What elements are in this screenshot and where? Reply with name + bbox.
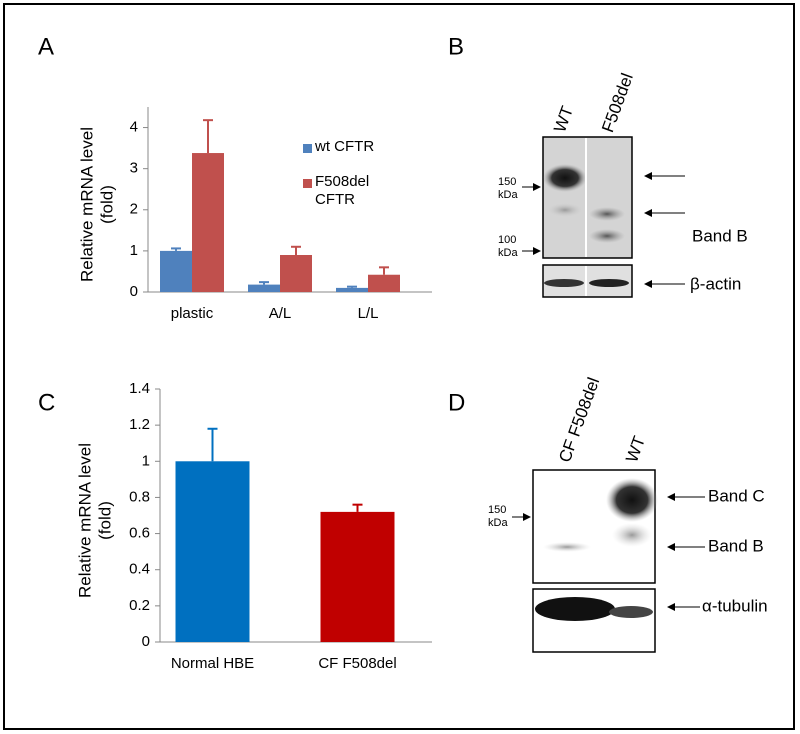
error-bar xyxy=(379,266,389,275)
bar xyxy=(192,153,224,292)
marker-label: 150 xyxy=(488,504,506,516)
error-bar xyxy=(203,119,213,154)
band-label: Band B xyxy=(708,536,764,555)
bar xyxy=(280,255,312,292)
y-tick-label: 0 xyxy=(142,633,150,650)
bar xyxy=(160,250,192,292)
legend-swatch xyxy=(303,179,312,188)
y-tick-label: 1 xyxy=(130,242,138,259)
legend-label: F508del CFTR xyxy=(315,173,370,208)
y-axis-label: (fold) xyxy=(95,501,114,540)
y-tick-label: 0.2 xyxy=(129,597,150,614)
error-bar xyxy=(207,427,218,462)
y-axis-label: Relative mRNA level xyxy=(75,443,94,598)
y-axis-label: Relative mRNA level xyxy=(77,127,96,282)
error-bar xyxy=(352,503,363,512)
lane-label: CF F508del xyxy=(555,375,603,465)
lane-label: WT xyxy=(622,434,649,465)
y-tick-label: 0.6 xyxy=(129,525,150,542)
panel-letter: B xyxy=(448,33,464,60)
band-label: Band B xyxy=(692,226,748,245)
bar xyxy=(248,284,280,292)
error-bar xyxy=(291,245,301,255)
legend-swatch xyxy=(303,144,312,153)
y-tick-label: 1.4 xyxy=(129,380,150,397)
y-tick-label: 1.2 xyxy=(129,416,150,433)
lane-label: WT xyxy=(550,104,577,135)
x-tick-label: Normal HBE xyxy=(171,655,254,672)
y-tick-label: 0 xyxy=(130,283,138,300)
bar xyxy=(320,511,395,642)
bar xyxy=(336,287,368,292)
x-tick-label: CF F508del xyxy=(318,655,396,672)
y-tick-label: 0.8 xyxy=(129,488,150,505)
y-tick-label: 2 xyxy=(130,201,138,218)
panel-letter: D xyxy=(448,389,465,416)
band-label: β-actin xyxy=(690,274,741,293)
x-tick-label: A/L xyxy=(269,305,292,322)
legend-entry: F508del CFTR xyxy=(315,173,370,208)
y-axis-label: (fold) xyxy=(97,185,116,224)
error-bar xyxy=(347,285,357,288)
y-tick-label: 0.4 xyxy=(129,561,150,578)
y-tick-label: 1 xyxy=(142,452,150,469)
lane-label: F508del xyxy=(598,71,637,135)
x-tick-label: L/L xyxy=(358,305,379,322)
blot-b: WT F508del 150 kDa 100 kDa Band B β-acti… xyxy=(498,71,748,298)
panel-letter: C xyxy=(38,389,55,416)
band-label: α-tubulin xyxy=(702,596,768,615)
marker-label: kDa xyxy=(498,247,518,259)
y-tick-label: 4 xyxy=(130,119,138,136)
marker-label: kDa xyxy=(488,517,508,529)
legend-label: wt CFTR xyxy=(315,138,375,155)
frame xyxy=(3,3,795,730)
bar xyxy=(368,274,400,292)
error-bar xyxy=(259,281,269,285)
bar xyxy=(175,461,250,642)
error-bar xyxy=(171,247,181,251)
marker-label: 150 xyxy=(498,176,516,188)
y-tick-label: 3 xyxy=(130,160,138,177)
legend-entry: wt CFTR xyxy=(315,138,375,155)
marker-label: 100 xyxy=(498,234,516,246)
band-label: Band C xyxy=(708,486,765,505)
panel-letter: A xyxy=(38,33,54,60)
marker-label: kDa xyxy=(498,189,518,201)
x-tick-label: plastic xyxy=(171,305,214,322)
blot-d: CF F508del WT 150 kDa Band C Band B α-tu… xyxy=(488,375,768,653)
